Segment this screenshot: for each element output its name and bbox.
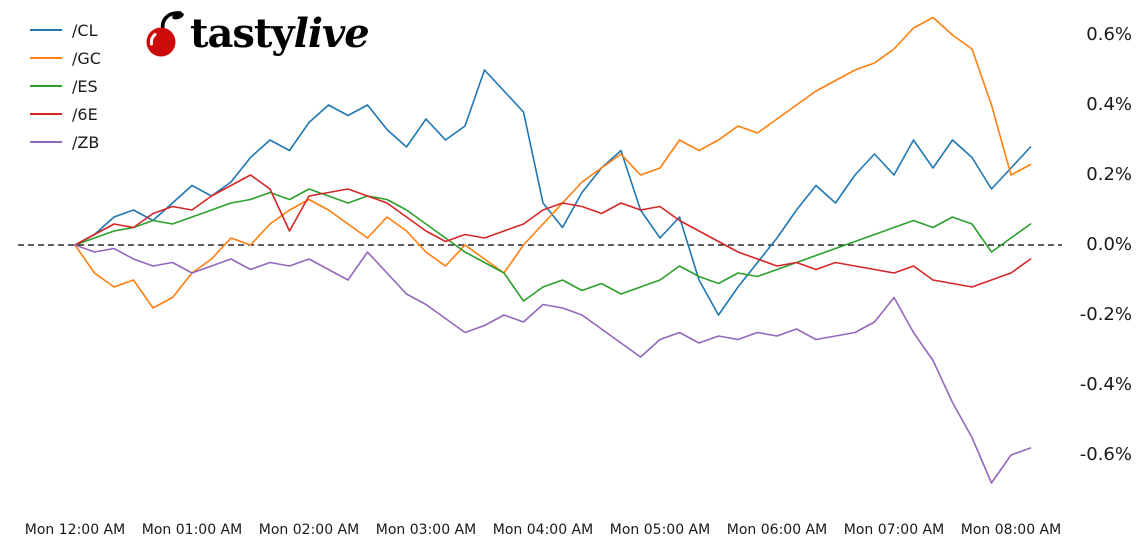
x-tick-label: Mon 03:00 AM [375,522,477,538]
x-tick-label: Mon 12:00 AM [24,522,126,538]
legend-label: /GC [72,48,101,68]
legend-swatch-icon [30,29,62,31]
logo-wordmark: tastylive [190,14,370,54]
legend-item-ES: /ES [30,72,101,100]
legend-item-6E: /6E [30,100,101,128]
x-tick-label: Mon 06:00 AM [726,522,828,538]
series-line-6E [74,174,1032,288]
legend-label: /6E [72,104,98,124]
legend-swatch-icon [30,113,62,115]
y-tick-label: -0.4% [1079,374,1132,395]
legend-swatch-icon [30,57,62,59]
legend-item-GC: /GC [30,44,101,72]
x-tick-label: Mon 05:00 AM [609,522,711,538]
chart-legend: /CL/GC/ES/6E/ZB [30,16,101,156]
logo-text-roman: tasty [190,10,295,57]
y-tick-label: 0.6% [1086,24,1132,45]
tastylive-logo: tastylive [140,8,370,60]
legend-item-CL: /CL [30,16,101,44]
legend-swatch-icon [30,141,62,143]
x-tick-label: Mon 04:00 AM [492,522,594,538]
legend-label: /CL [72,20,98,40]
logo-text-italic: live [293,10,370,57]
y-tick-label: -0.6% [1079,444,1132,465]
legend-swatch-icon [30,85,62,87]
y-tick-label: 0.0% [1086,234,1132,255]
legend-item-ZB: /ZB [30,128,101,156]
y-tick-label: 0.4% [1086,94,1132,115]
x-tick-label: Mon 07:00 AM [843,522,945,538]
legend-label: /ES [72,76,98,96]
y-tick-label: 0.2% [1086,164,1132,185]
x-tick-label: Mon 02:00 AM [258,522,360,538]
series-line-ES [74,188,1032,302]
x-tick-label: Mon 01:00 AM [141,522,243,538]
cherry-icon [146,11,184,57]
y-tick-label: -0.2% [1079,304,1132,325]
series-line-CL [74,69,1032,316]
series-line-ZB [74,244,1032,484]
x-tick-label: Mon 08:00 AM [960,522,1062,538]
series-line-GC [74,16,1032,309]
legend-label: /ZB [72,132,100,152]
